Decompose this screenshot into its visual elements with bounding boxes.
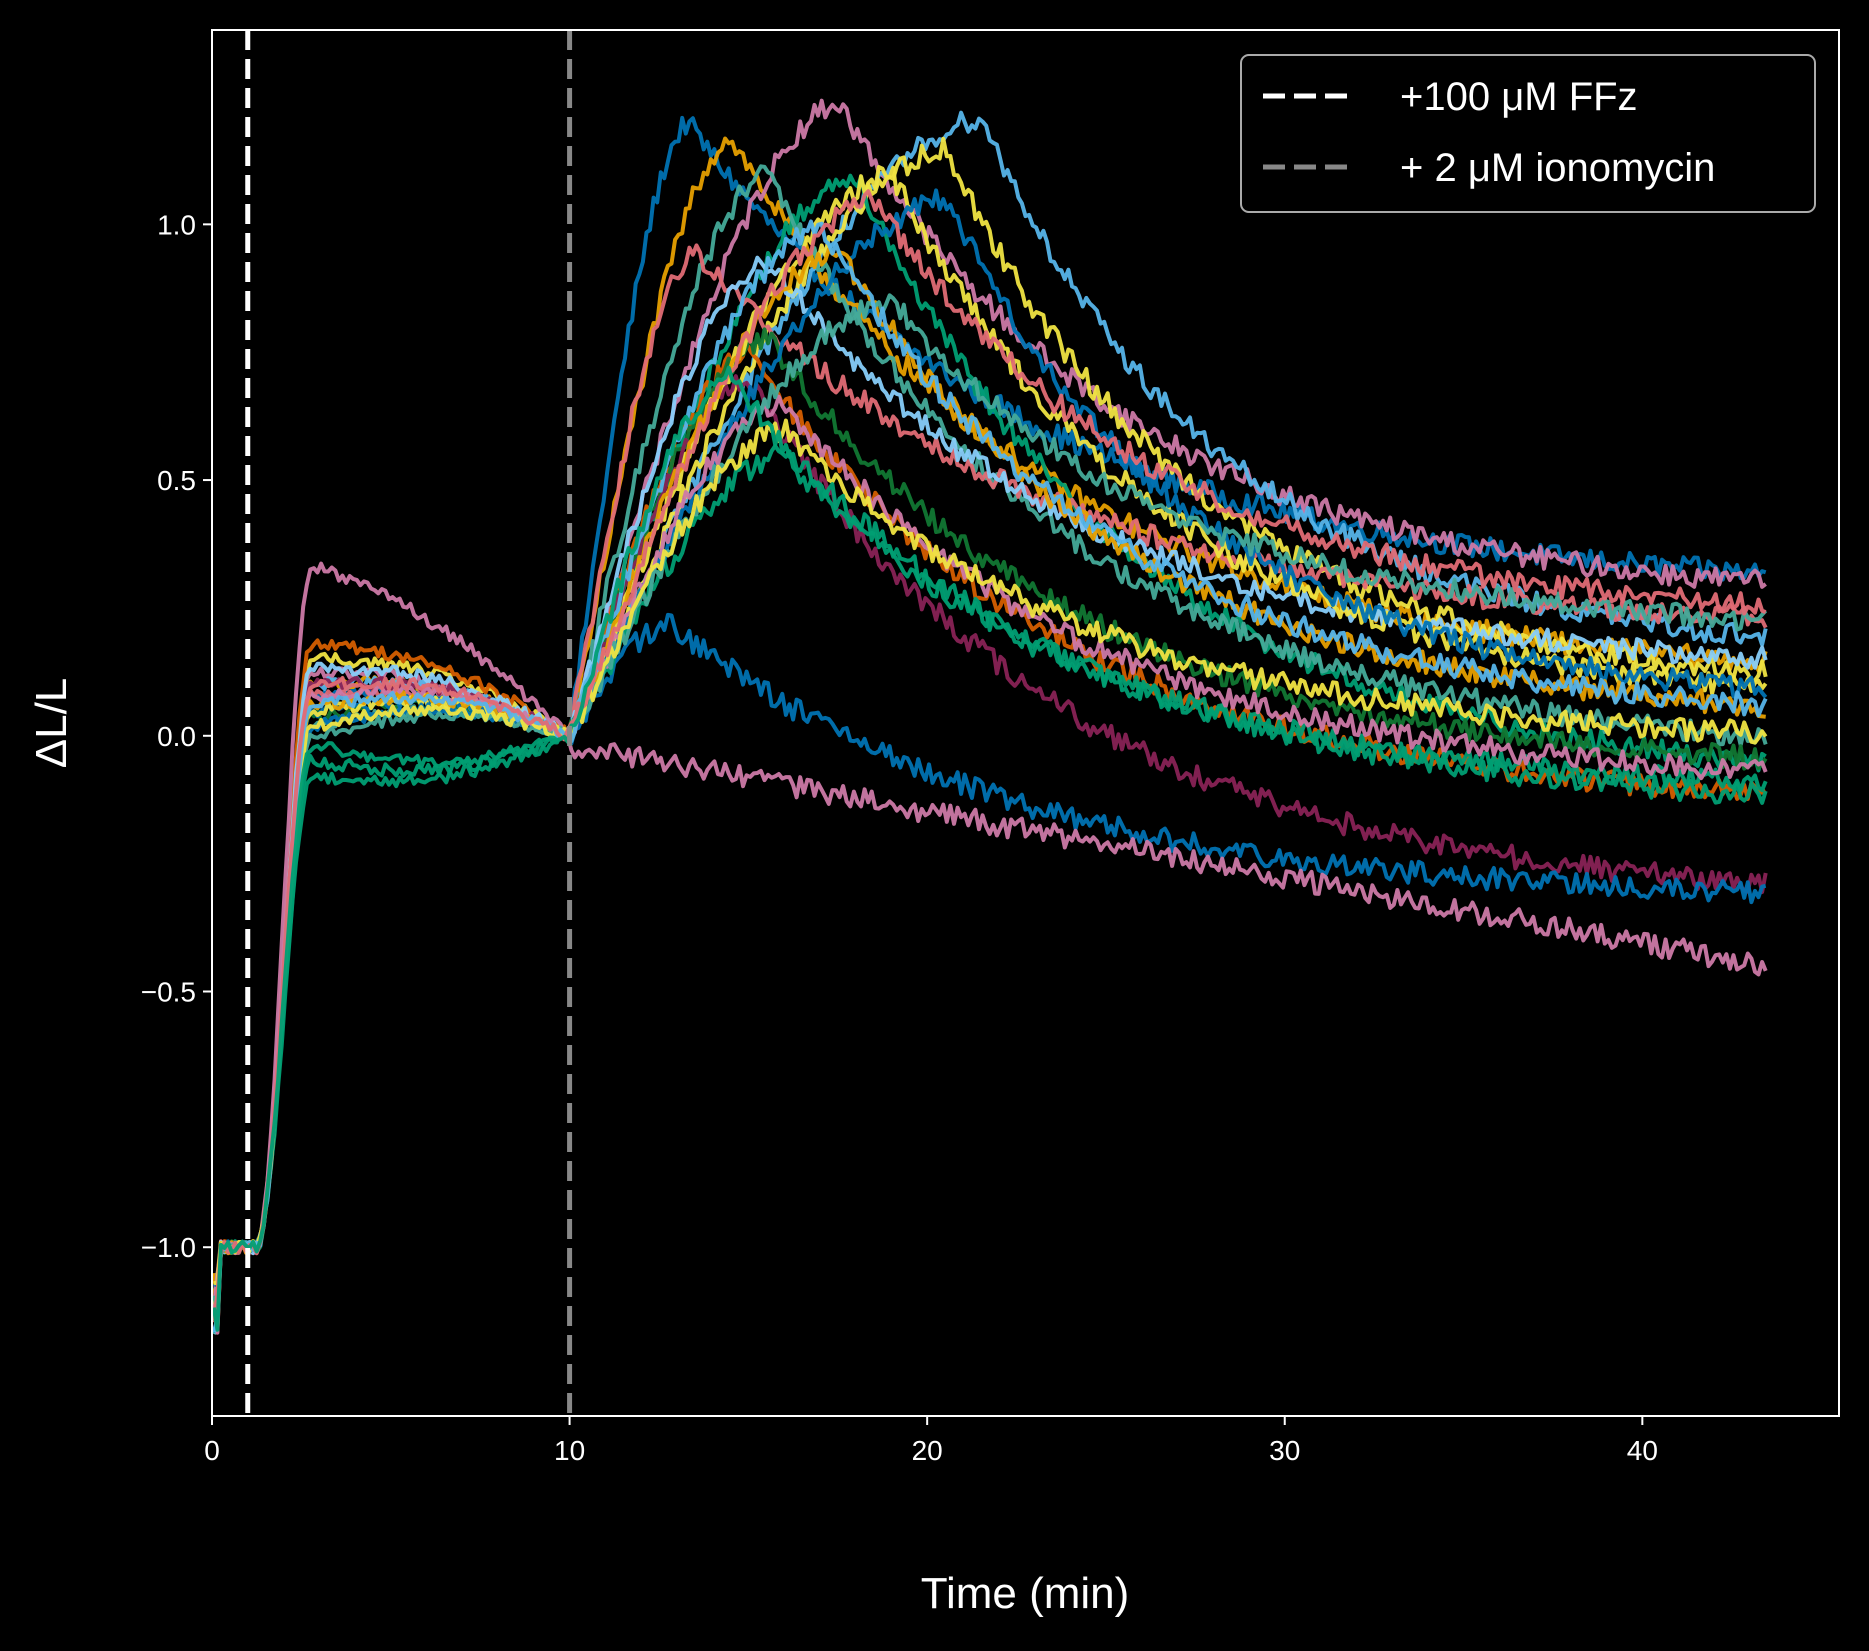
y-axis: −1.0 −0.5 0.0 0.5 1.0 — [141, 209, 212, 1263]
x-axis-label: Time (min) — [921, 1569, 1130, 1618]
trace-line — [211, 219, 1768, 1333]
trace-line — [211, 443, 1768, 1334]
legend-label-ionomycin: + 2 μM ionomycin — [1400, 146, 1715, 190]
trace-line — [211, 189, 1767, 1321]
trace-line — [213, 418, 1768, 1286]
x-tick-label: 40 — [1627, 1435, 1658, 1466]
y-tick-label: −0.5 — [141, 977, 196, 1008]
y-tick-label: 0.0 — [157, 721, 196, 752]
plot-frame — [211, 29, 1840, 1417]
trace-line — [211, 561, 1768, 1309]
y-axis-label: ΔL/L — [27, 678, 76, 769]
y-tick-label: 1.0 — [157, 209, 196, 240]
legend: +100 μM FFz + 2 μM ionomycin — [1240, 54, 1816, 213]
x-tick-label: 30 — [1269, 1435, 1300, 1466]
x-axis: 0 10 20 30 40 — [204, 1416, 1658, 1466]
x-tick-label: 0 — [204, 1435, 220, 1466]
x-tick-label: 20 — [912, 1435, 943, 1466]
trace-line — [212, 374, 1768, 1291]
legend-label-ffz: +100 μM FFz — [1400, 75, 1638, 119]
y-tick-label: −1.0 — [141, 1232, 196, 1263]
trace-group — [211, 98, 1768, 1335]
trace-line — [211, 365, 1768, 1332]
legend-box — [1240, 54, 1816, 213]
trace-line — [211, 255, 1768, 1335]
y-tick-label: 0.5 — [157, 465, 196, 496]
x-tick-label: 10 — [554, 1435, 585, 1466]
